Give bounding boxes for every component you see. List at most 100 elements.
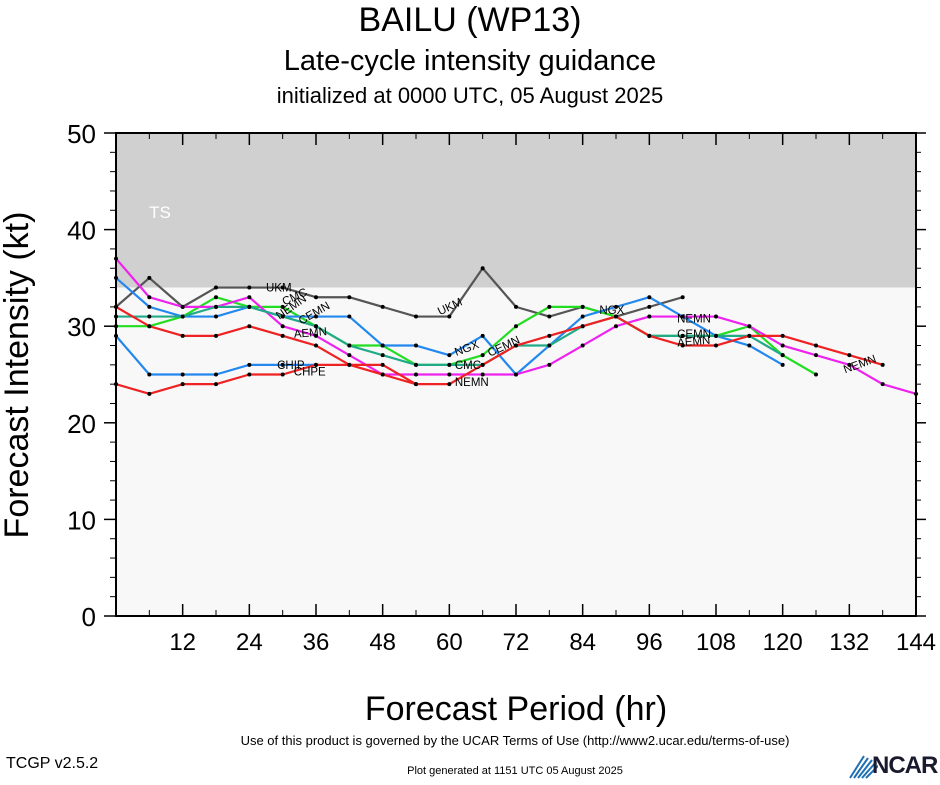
y-tick-label: 30: [67, 312, 96, 342]
data-point-nemn: [414, 372, 418, 377]
data-point-ukm: [280, 285, 285, 290]
data-point-cemn: [147, 314, 152, 319]
terms-of-use: Use of this product is governed by the U…: [240, 733, 790, 748]
x-tick-label: 60: [436, 629, 463, 656]
series-label-ukm: UKM: [266, 283, 292, 295]
logo-stripe: [857, 759, 873, 779]
data-point-aemn: [247, 324, 252, 329]
x-axis-label: Forecast Period (hr): [365, 690, 667, 728]
data-point-ukm: [680, 295, 685, 300]
y-tick-label: 40: [67, 216, 96, 246]
ncar-logo-text: NCAR: [872, 752, 938, 779]
data-point-cemn: [447, 362, 452, 367]
data-point-nemn: [514, 372, 518, 377]
data-point-aemn: [580, 324, 585, 329]
data-point-cmc: [214, 295, 218, 300]
data-point-nemn: [547, 362, 552, 367]
series-layer: [114, 256, 918, 396]
data-point-ukm: [480, 266, 485, 271]
init-time: initialized at 0000 UTC, 05 August 2025: [276, 83, 664, 108]
ncar-logo: NCAR: [848, 752, 940, 780]
data-point-aemn: [147, 324, 152, 329]
data-point-chip: [180, 372, 185, 377]
x-tick-label: 120: [763, 629, 803, 656]
data-point-ngx: [480, 333, 485, 338]
y-tick-label: 20: [67, 409, 96, 439]
data-point-aemn: [847, 353, 852, 358]
data-point-ukm: [647, 304, 652, 309]
data-point-ukm: [414, 314, 418, 319]
axes: 12 24 36 48 60 72 84 96 108 120 132 144 0 10 20 30 40 50: [67, 119, 936, 656]
series-label-aemn: AEMN: [293, 326, 327, 341]
data-point-cemn: [280, 314, 285, 319]
data-point-chpe: [147, 391, 152, 396]
ncar-logo-icon: [849, 755, 881, 779]
logo-stripe: [865, 763, 881, 779]
data-point-cemn: [680, 333, 685, 338]
data-point-chpe: [280, 372, 285, 377]
data-point-cemn: [780, 353, 785, 358]
data-point-cmc: [280, 304, 285, 309]
x-tick-label: 72: [503, 629, 530, 656]
series-label-nemn: NEMN: [677, 313, 711, 325]
data-point-chpe: [180, 382, 185, 387]
data-point-ngx: [214, 314, 218, 319]
data-point-aemn: [447, 382, 452, 387]
x-tick-label: 132: [829, 629, 869, 656]
data-point-ukm: [147, 275, 152, 280]
data-point-nemn: [580, 343, 585, 348]
data-point-nemn: [247, 295, 252, 300]
x-tick-label: 84: [569, 629, 596, 656]
data-point-aemn: [647, 333, 652, 338]
data-point-aemn: [480, 362, 485, 367]
chart-subtitle: Late-cycle intensity guidance: [283, 45, 657, 77]
data-point-ngx: [380, 343, 385, 348]
data-point-aemn: [514, 343, 518, 348]
data-point-ukm: [547, 314, 552, 319]
series-label-chpe: CHPE: [294, 367, 326, 379]
data-point-cemn: [714, 333, 718, 338]
intensity-bands: TS: [116, 133, 916, 616]
band-label: TS: [149, 203, 171, 222]
data-point-cemn: [247, 304, 252, 309]
series-label-ngx: NGX: [599, 305, 624, 317]
data-point-nemn: [847, 362, 852, 367]
data-point-ngx: [447, 353, 452, 358]
data-point-nemn: [614, 324, 618, 329]
data-point-cemn: [214, 304, 218, 309]
data-point-ukm: [347, 295, 352, 300]
data-point-nemn: [714, 314, 718, 319]
band-ts: [116, 133, 916, 288]
series-label-chip: CHIP: [277, 360, 305, 372]
x-tick-label: 36: [303, 629, 330, 656]
data-point-ukm: [214, 285, 218, 290]
data-point-chpe: [314, 362, 318, 367]
data-point-ukm: [247, 285, 252, 290]
data-point-cmc: [480, 353, 485, 358]
data-point-nemn: [480, 372, 485, 377]
data-point-nemn: [347, 353, 352, 358]
version-label: TCGP v2.5.2: [6, 755, 99, 772]
y-tick-label: 50: [67, 119, 96, 149]
data-point-cemn: [347, 343, 352, 348]
data-point-chip: [280, 362, 285, 367]
data-point-ngx: [580, 314, 585, 319]
data-point-aemn: [614, 314, 618, 319]
data-point-nemn: [680, 314, 685, 319]
logo-stripe: [853, 757, 869, 779]
data-point-cemn: [380, 353, 385, 358]
generated-time: Plot generated at 1151 UTC 05 August 202…: [407, 765, 623, 777]
data-point-nemn: [180, 304, 185, 309]
data-point-cmc: [514, 324, 518, 329]
data-point-nemn: [447, 372, 452, 377]
y-tick-label: 0: [82, 602, 96, 632]
data-point-chpe: [380, 362, 385, 367]
data-point-aemn: [814, 343, 818, 348]
x-tick-label: 96: [636, 629, 663, 656]
data-point-nemn: [647, 314, 652, 319]
data-point-ngx: [314, 314, 318, 319]
data-point-chip: [214, 372, 218, 377]
data-point-aemn: [747, 333, 752, 338]
data-point-cmc: [580, 304, 585, 309]
